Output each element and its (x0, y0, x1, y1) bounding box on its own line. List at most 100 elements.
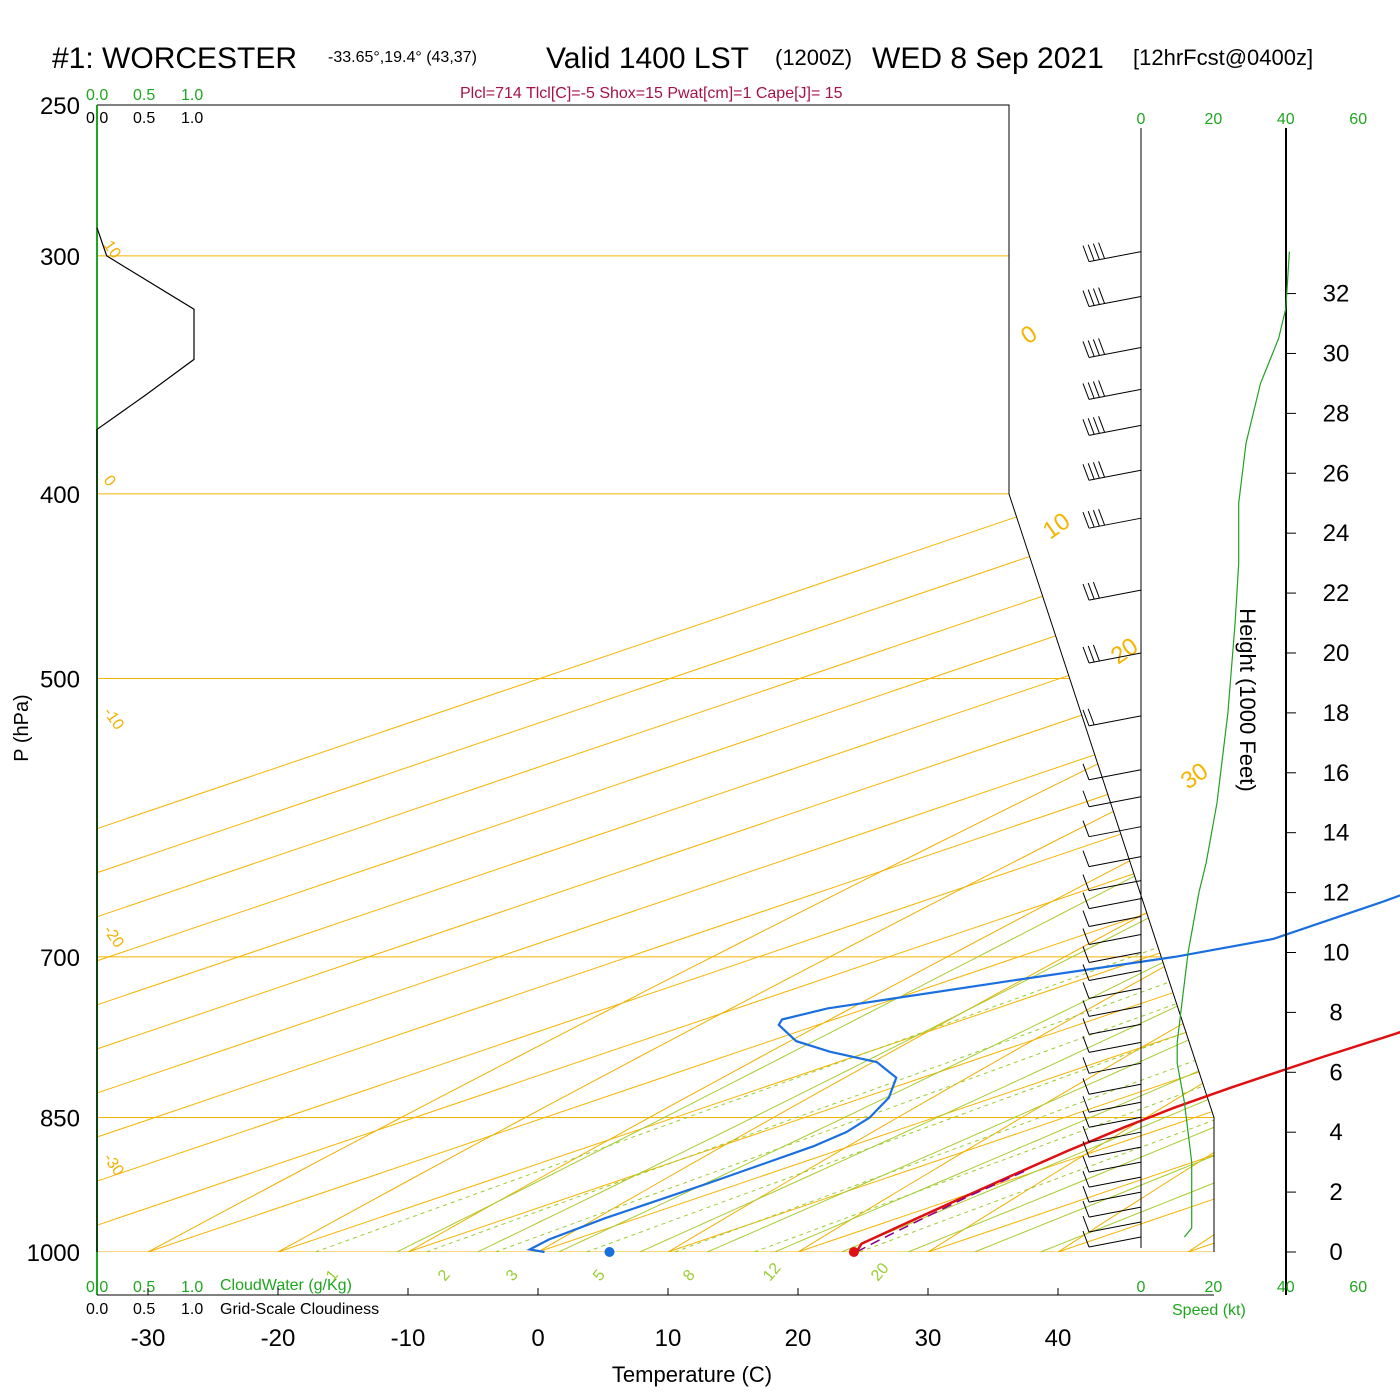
isotherm-line (97, 105, 1214, 1252)
wind-barb (1082, 416, 1142, 436)
height-tick-label: 22 (1323, 580, 1350, 607)
barb-flag (1082, 1170, 1090, 1188)
valid-date: WED 8 Sep 2021 (872, 42, 1104, 75)
temperature-tick-label: 20 (785, 1325, 812, 1352)
dry-adiabat (732, 105, 1214, 1252)
mixing-ratio-line (674, 493, 1214, 1252)
y-axis-label: P (hPa) (11, 694, 33, 761)
mixing-ratio-line (754, 493, 1214, 1252)
barb-staff (1088, 296, 1142, 308)
barb-staff (1088, 987, 1142, 999)
barb-flag (1087, 511, 1095, 528)
wind-barb (1082, 380, 1142, 400)
barb-flag (1082, 341, 1090, 358)
isotherm-line (537, 105, 1214, 1252)
speed-tick-label-top: 60 (1349, 111, 1367, 128)
barb-flag (1087, 418, 1095, 435)
speed-axis-label: Speed (kt) (1172, 1302, 1246, 1319)
dewpoint-line (526, 894, 1400, 1254)
speed-tick-label-bottom: 20 (1205, 1279, 1223, 1296)
cloudwater-tick-top: 0.5 (133, 87, 155, 104)
isotherm-label: 30 (1176, 757, 1213, 794)
wind-barb (1082, 892, 1142, 910)
barb-staff (1088, 589, 1142, 601)
barb-flag (1092, 417, 1100, 434)
wind-barb (1082, 287, 1142, 308)
barb-flag (1098, 242, 1106, 259)
height-tick-label: 0 (1329, 1239, 1342, 1266)
isotherm-line (97, 105, 1214, 1252)
wind-barb (1082, 1096, 1142, 1113)
barb-staff (1088, 1191, 1142, 1203)
barb-flag (1087, 645, 1095, 663)
speed-tick-label-top: 0 (1137, 111, 1146, 128)
isotherm-line (277, 105, 1214, 1252)
clipped-background (97, 105, 1214, 1252)
barb-flag (1082, 1096, 1090, 1113)
x-axis-label: Temperature (C) (612, 1362, 772, 1387)
wind-barb (1082, 509, 1142, 529)
wind-barb (1082, 946, 1142, 963)
temperature-tick-label: 0 (531, 1325, 544, 1352)
dry-adiabat (863, 105, 1214, 1252)
cloudwater-tick-top: 1.0 (181, 87, 203, 104)
barb-flag (1082, 982, 1090, 999)
wind-barb (1082, 1170, 1142, 1188)
isotherm-line (147, 105, 1214, 1252)
height-axis-label: Height (1000 Feet) (1235, 608, 1260, 791)
dry-adiabat (97, 105, 1214, 1252)
barb-flag (1082, 1000, 1090, 1017)
barb-staff (1088, 1062, 1142, 1074)
wind-barb (1082, 1230, 1142, 1248)
height-tick-label: 32 (1323, 281, 1350, 308)
barb-flag (1082, 646, 1090, 664)
speed-tick-label-bottom: 40 (1277, 1279, 1295, 1296)
barb-flag (1092, 644, 1100, 662)
barb-staff (1088, 1206, 1142, 1218)
wind-barb (1082, 964, 1142, 981)
moist-adiabat (938, 105, 1214, 1252)
height-tick-label: 18 (1323, 700, 1350, 727)
barb-flag (1082, 1078, 1090, 1095)
wind-barb (1082, 1018, 1142, 1035)
temperature-line (855, 1030, 1400, 1253)
isotherm-label: 10 (1038, 507, 1075, 544)
cloudiness-line (96, 227, 195, 1252)
wind-barb (1082, 461, 1142, 481)
height-tick-label: 4 (1329, 1119, 1342, 1146)
temperature-tick-label: -10 (391, 1325, 426, 1352)
wind-barb (1082, 910, 1142, 928)
wind-barb (1082, 708, 1142, 727)
wind-barb (1082, 1200, 1142, 1218)
isotherm-line (1057, 105, 1214, 1252)
height-tick-label: 2 (1329, 1179, 1342, 1206)
barb-staff (1088, 1041, 1142, 1053)
moist-adiabat (548, 105, 1214, 1252)
barb-flag (1098, 416, 1106, 433)
isotherm-line (97, 105, 1214, 1252)
wind-barb (1082, 820, 1142, 838)
cloudwater-tick-bottom: 1.0 (181, 1279, 203, 1296)
barb-flag (1082, 790, 1090, 807)
barb-flag (1092, 581, 1100, 599)
barb-flag (1082, 1126, 1090, 1143)
barb-flag (1092, 288, 1100, 305)
barb-staff (1088, 934, 1142, 946)
barb-staff (1088, 826, 1142, 838)
mixing-ratio-line (315, 493, 1214, 1252)
wind-barb (1082, 874, 1142, 892)
temperature-tick-label: 30 (915, 1325, 942, 1352)
barb-flag (1098, 461, 1106, 478)
barb-flag (1082, 419, 1090, 436)
wind-speed-line (1176, 251, 1290, 1238)
barb-flag (1098, 509, 1106, 526)
barb-flag (1092, 462, 1100, 479)
frame-outline (97, 104, 1215, 1252)
barb-flag (1087, 289, 1095, 306)
barb-flag (1082, 946, 1090, 963)
barb-flag (1087, 708, 1095, 726)
barb-flag (1082, 1140, 1090, 1158)
barb-staff (1088, 1131, 1142, 1143)
barb-staff (1088, 1023, 1142, 1035)
